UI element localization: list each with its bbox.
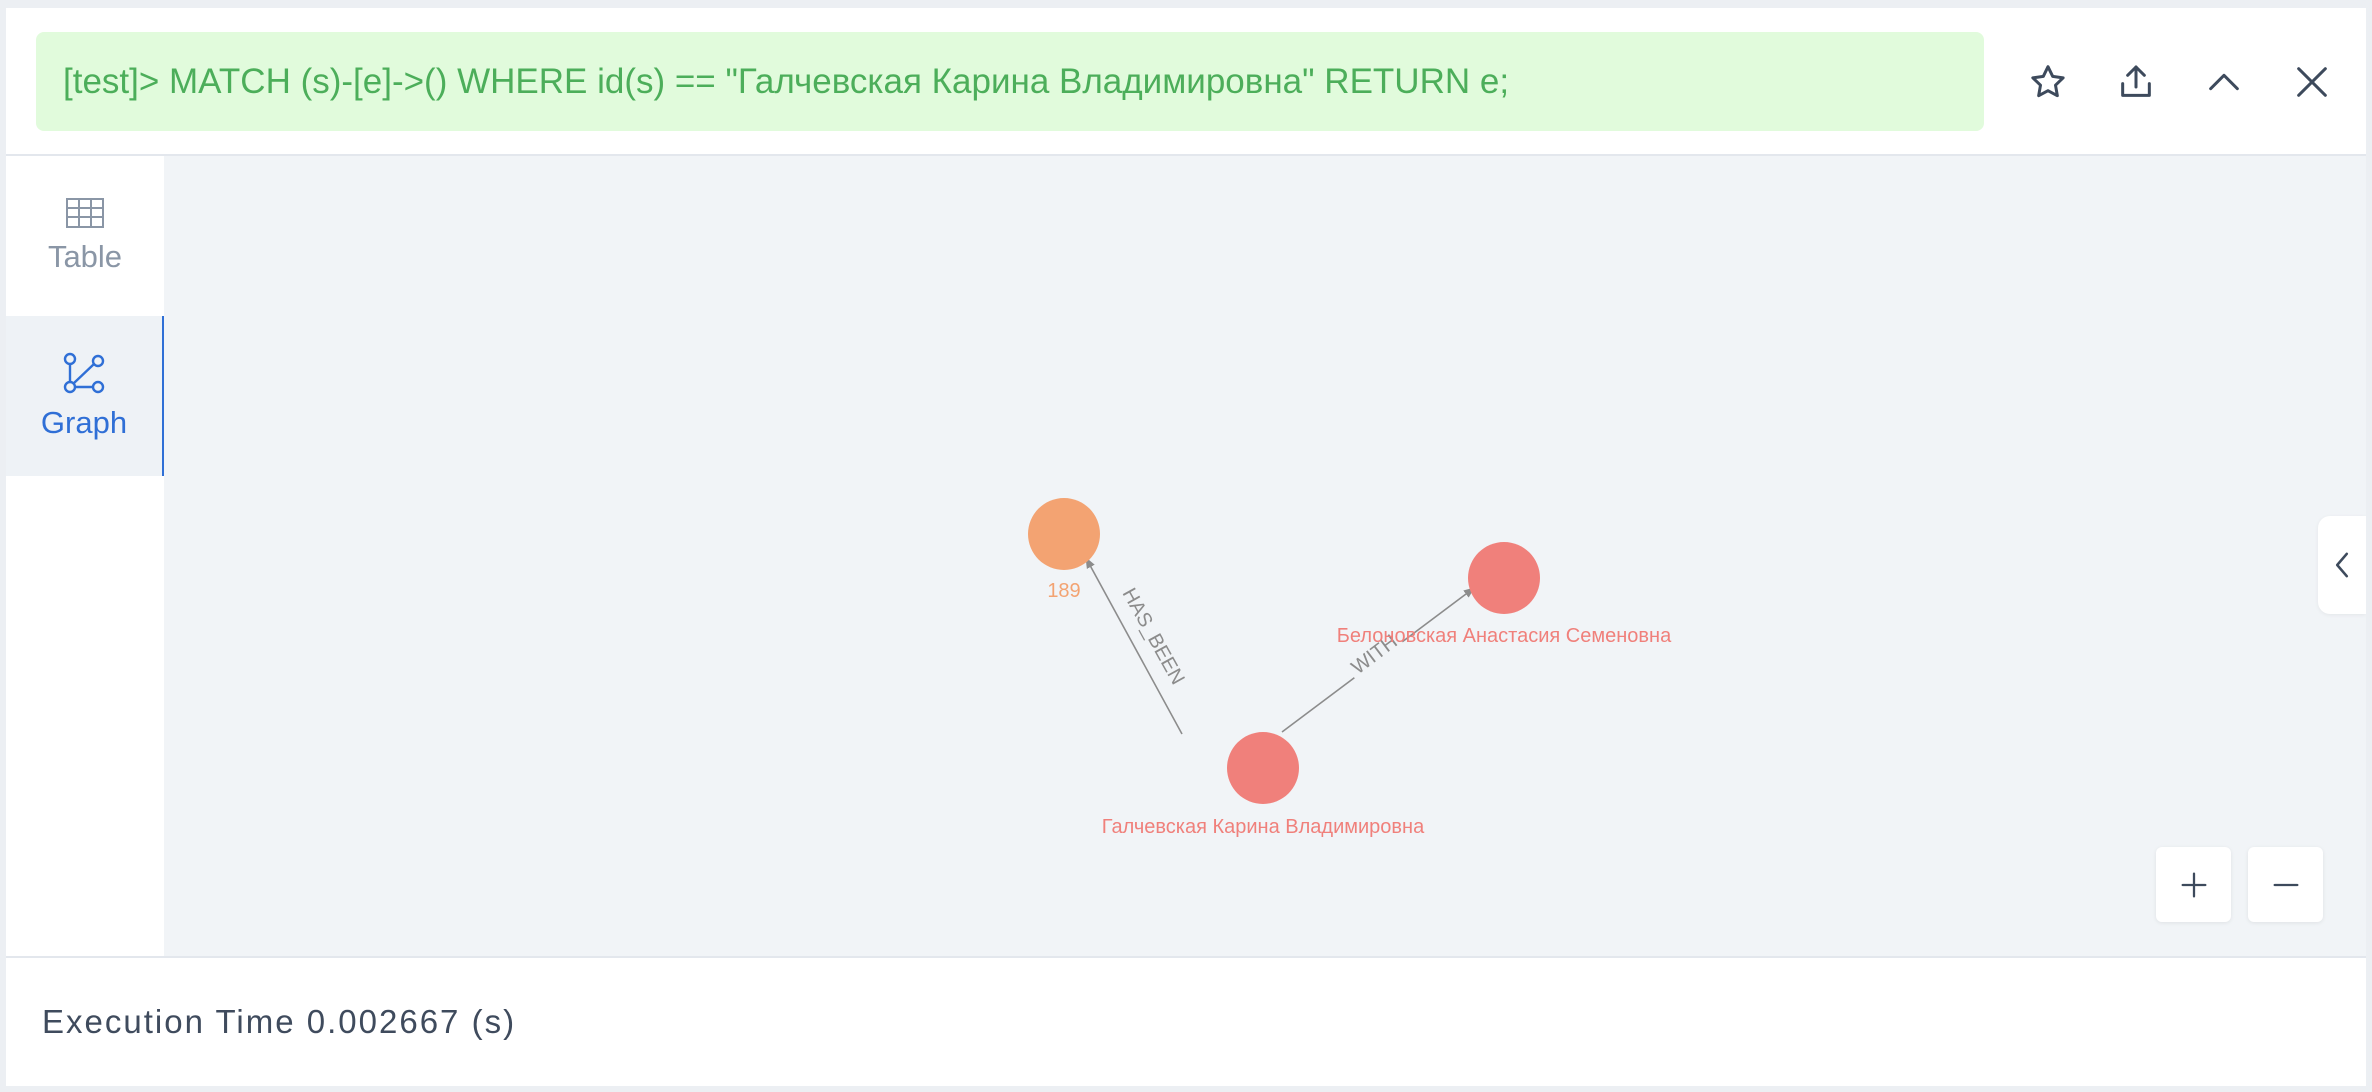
export-button[interactable] — [2112, 58, 2160, 106]
graph-node[interactable] — [1468, 542, 1540, 614]
query-box: [test]> MATCH (s)-[e]->() WHERE id(s) ==… — [36, 32, 1984, 131]
export-icon — [2121, 65, 2151, 97]
sidebar-item-label: Table — [47, 239, 123, 274]
graph-node[interactable] — [1028, 498, 1100, 570]
sidebar-item-graph[interactable]: Graph — [6, 316, 164, 476]
edge-has-been[interactable] — [1085, 557, 1183, 735]
collapse-button[interactable] — [2200, 58, 2248, 106]
node-label: 189 — [1047, 580, 1080, 602]
graph-canvas[interactable]: HAS_BEEN WITH 189 Белоновская Анастасия … — [164, 156, 2366, 956]
close-button[interactable] — [2288, 58, 2336, 106]
sidebar-item-label: Graph — [40, 405, 128, 440]
chevron-left-icon — [2335, 552, 2349, 578]
query-header: [test]> MATCH (s)-[e]->() WHERE id(s) ==… — [6, 8, 2366, 156]
graph-view[interactable]: HAS_BEEN WITH 189 Белоновская Анастасия … — [164, 156, 2366, 956]
execution-time: Execution Time 0.002667 (s) — [42, 1003, 517, 1040]
favorite-button[interactable] — [2024, 58, 2072, 106]
panel-expand-button[interactable] — [2318, 516, 2366, 614]
query-text: [test]> MATCH (s)-[e]->() WHERE id(s) ==… — [63, 61, 1510, 101]
zoom-in-button[interactable] — [2156, 847, 2231, 922]
star-icon — [2031, 65, 2065, 98]
node-label: Белоновская Анастасия Семеновна — [1337, 625, 1672, 647]
minus-icon — [2273, 883, 2298, 886]
sidebar-item-table[interactable]: Table — [6, 156, 164, 316]
plus-icon — [2181, 872, 2206, 897]
graph-node[interactable] — [1227, 732, 1299, 804]
chevron-up-icon — [2209, 73, 2239, 91]
query-result-card: [test]> MATCH (s)-[e]->() WHERE id(s) ==… — [6, 8, 2366, 1086]
table-icon — [66, 198, 104, 228]
view-sidebar: Table Graph — [6, 156, 164, 956]
status-footer: Execution Time 0.002667 (s) — [6, 956, 2366, 1086]
graph-icon — [63, 352, 105, 394]
node-label: Галчевская Карина Владимировна — [1102, 816, 1425, 838]
zoom-out-button[interactable] — [2248, 847, 2323, 922]
close-icon — [2297, 67, 2327, 97]
